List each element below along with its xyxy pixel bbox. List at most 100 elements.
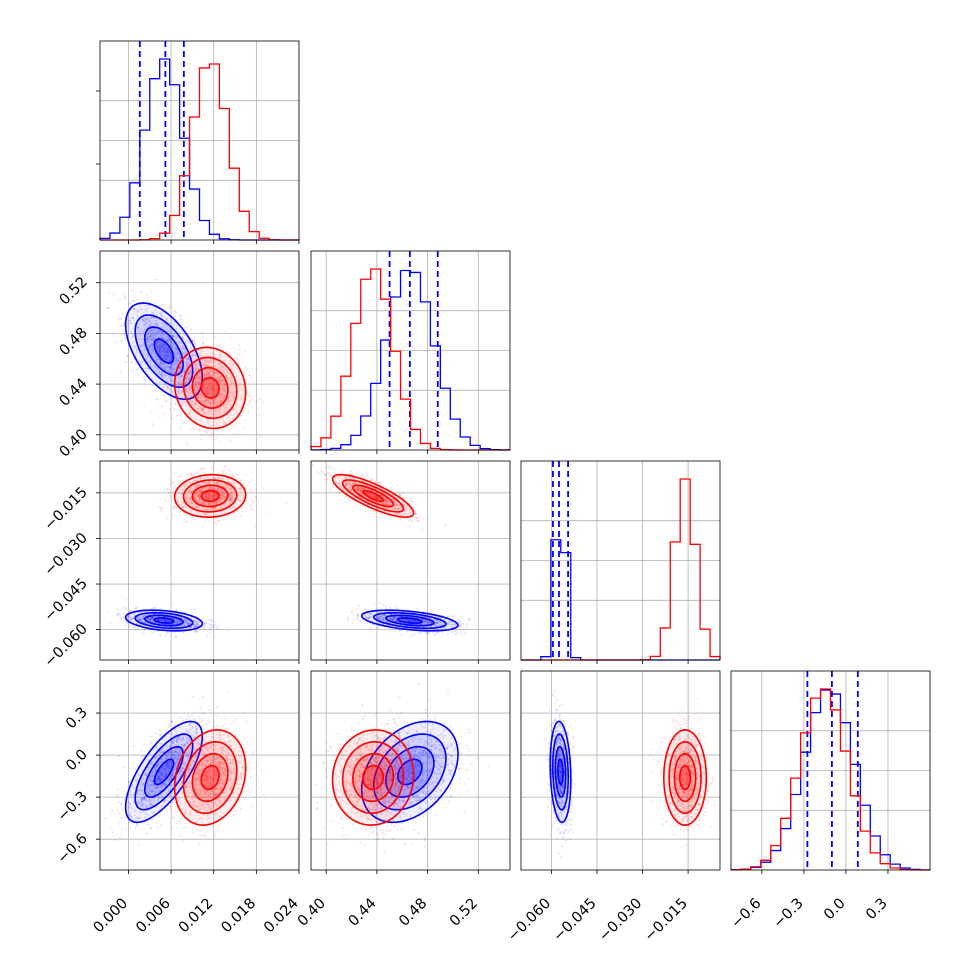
- sample-point: [205, 358, 208, 361]
- sample-point: [189, 388, 192, 391]
- sample-point: [185, 373, 188, 376]
- sample-point: [211, 389, 214, 392]
- scatter-panel-1-0: [107, 278, 264, 450]
- sample-point: [133, 628, 136, 631]
- sample-point: [376, 627, 379, 630]
- sample-point: [233, 390, 236, 393]
- sample-point: [125, 607, 128, 610]
- sample-point: [155, 314, 158, 317]
- sample-point: [190, 367, 193, 370]
- contour-red: [200, 489, 220, 503]
- sample-point: [149, 337, 152, 340]
- sample-point: [222, 365, 225, 368]
- sample-point: [194, 369, 197, 372]
- sample-point: [181, 390, 184, 393]
- sample-point: [214, 438, 217, 441]
- sample-point: [249, 500, 252, 503]
- sample-point: [201, 336, 204, 339]
- sample-point: [172, 370, 175, 373]
- sample-point: [141, 624, 144, 627]
- sample-point: [172, 372, 175, 375]
- sample-point: [185, 621, 188, 624]
- sample-point: [152, 327, 155, 330]
- sample-point: [227, 395, 230, 398]
- sample-point: [209, 402, 212, 405]
- contour-blue: [134, 314, 194, 389]
- sample-point: [150, 338, 153, 341]
- sample-point: [164, 385, 167, 388]
- sample-point: [188, 356, 191, 359]
- sample-point: [212, 402, 215, 405]
- sample-point: [139, 333, 142, 336]
- sample-point: [219, 368, 222, 371]
- sample-point: [185, 388, 188, 391]
- sample-point: [424, 631, 427, 634]
- sample-point: [193, 619, 196, 622]
- sample-point: [144, 348, 147, 351]
- sample-point: [161, 356, 164, 359]
- sample-point: [169, 389, 172, 392]
- sample-point: [174, 621, 177, 624]
- sample-point: [164, 324, 167, 327]
- sample-point: [205, 398, 208, 401]
- sample-point: [194, 385, 197, 388]
- sample-point: [202, 384, 205, 387]
- sample-point: [154, 332, 157, 335]
- sample-point: [173, 621, 176, 624]
- sample-point: [202, 386, 205, 389]
- sample-point: [215, 377, 218, 380]
- sample-point: [204, 391, 207, 394]
- sample-point: [164, 619, 167, 622]
- sample-point: [122, 293, 125, 296]
- sample-point: [228, 400, 231, 403]
- sample-point: [226, 397, 229, 400]
- sample-point: [182, 632, 185, 635]
- sample-point: [131, 335, 134, 338]
- sample-point: [205, 373, 208, 376]
- sample-point: [181, 373, 184, 376]
- sample-point: [217, 402, 220, 405]
- sample-point: [194, 418, 197, 421]
- sample-point: [140, 618, 143, 621]
- sample-point: [169, 352, 172, 355]
- sample-point: [186, 364, 189, 367]
- sample-point: [164, 374, 167, 377]
- sample-point: [181, 399, 184, 402]
- sample-point: [150, 616, 153, 619]
- sample-point: [218, 440, 221, 443]
- sample-point: [159, 373, 162, 376]
- sample-point: [467, 618, 470, 621]
- sample-point: [181, 337, 184, 340]
- sample-point: [197, 377, 200, 380]
- sample-point: [170, 364, 173, 367]
- sample-point: [164, 499, 167, 502]
- sample-point: [206, 386, 209, 389]
- sample-point: [195, 355, 198, 358]
- sample-point: [229, 427, 232, 430]
- sample-point: [212, 384, 215, 387]
- sample-point: [205, 359, 208, 362]
- sample-point: [207, 401, 210, 404]
- sample-point: [172, 394, 175, 397]
- sample-point: [232, 512, 235, 515]
- sample-point: [240, 387, 243, 390]
- sample-point: [140, 345, 143, 348]
- sample-point: [143, 349, 146, 352]
- sample-point: [232, 407, 235, 410]
- sample-point: [228, 395, 231, 398]
- sample-point: [238, 343, 241, 346]
- sample-point: [197, 393, 200, 396]
- sample-point: [129, 610, 132, 613]
- sample-point: [123, 615, 126, 618]
- sample-point: [220, 378, 223, 381]
- sample-point: [209, 375, 212, 378]
- sample-point: [246, 392, 249, 395]
- sample-point: [126, 354, 129, 357]
- sample-point: [146, 338, 149, 341]
- sample-point: [181, 375, 184, 378]
- sample-point: [187, 389, 190, 392]
- sample-point: [219, 357, 222, 360]
- sample-point: [352, 618, 355, 621]
- sample-point: [162, 337, 165, 340]
- sample-point: [164, 619, 167, 622]
